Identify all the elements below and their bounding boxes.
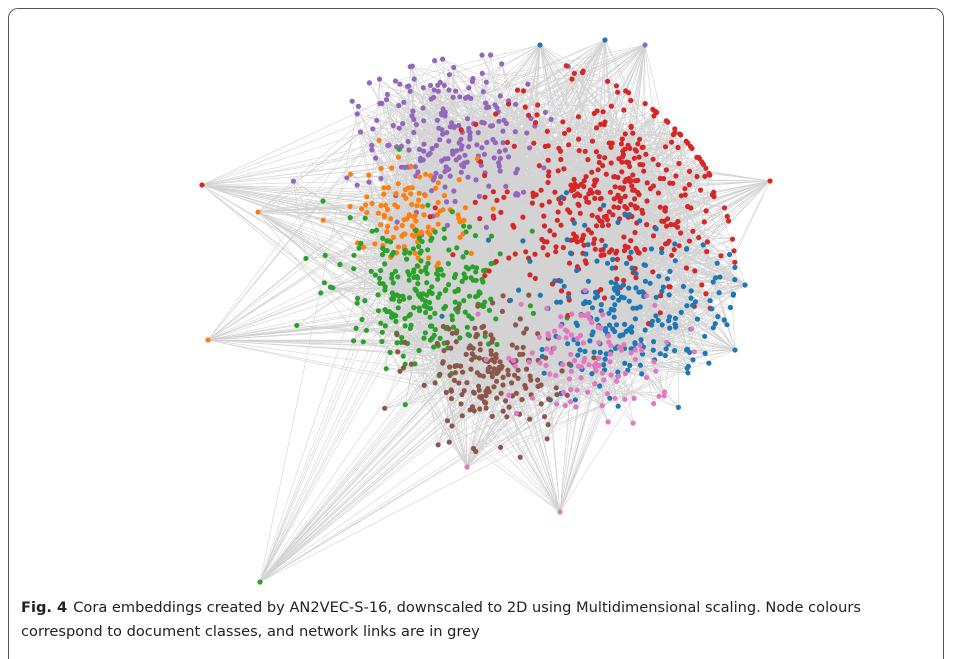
network-nodes	[439, 37, 748, 410]
network-nodes	[199, 63, 773, 327]
figure-frame	[8, 8, 944, 659]
network-graph	[199, 37, 773, 585]
network-nodes	[382, 292, 597, 460]
network-nodes	[464, 287, 697, 515]
figure-caption: Fig. 4 Cora embeddings created by AN2VEC-…	[21, 596, 936, 644]
figure-label: Fig. 4	[21, 599, 68, 616]
network-nodes	[257, 146, 570, 585]
network-nodes	[290, 42, 648, 238]
caption-text: Cora embeddings created by AN2VEC-S-16, …	[21, 599, 861, 640]
